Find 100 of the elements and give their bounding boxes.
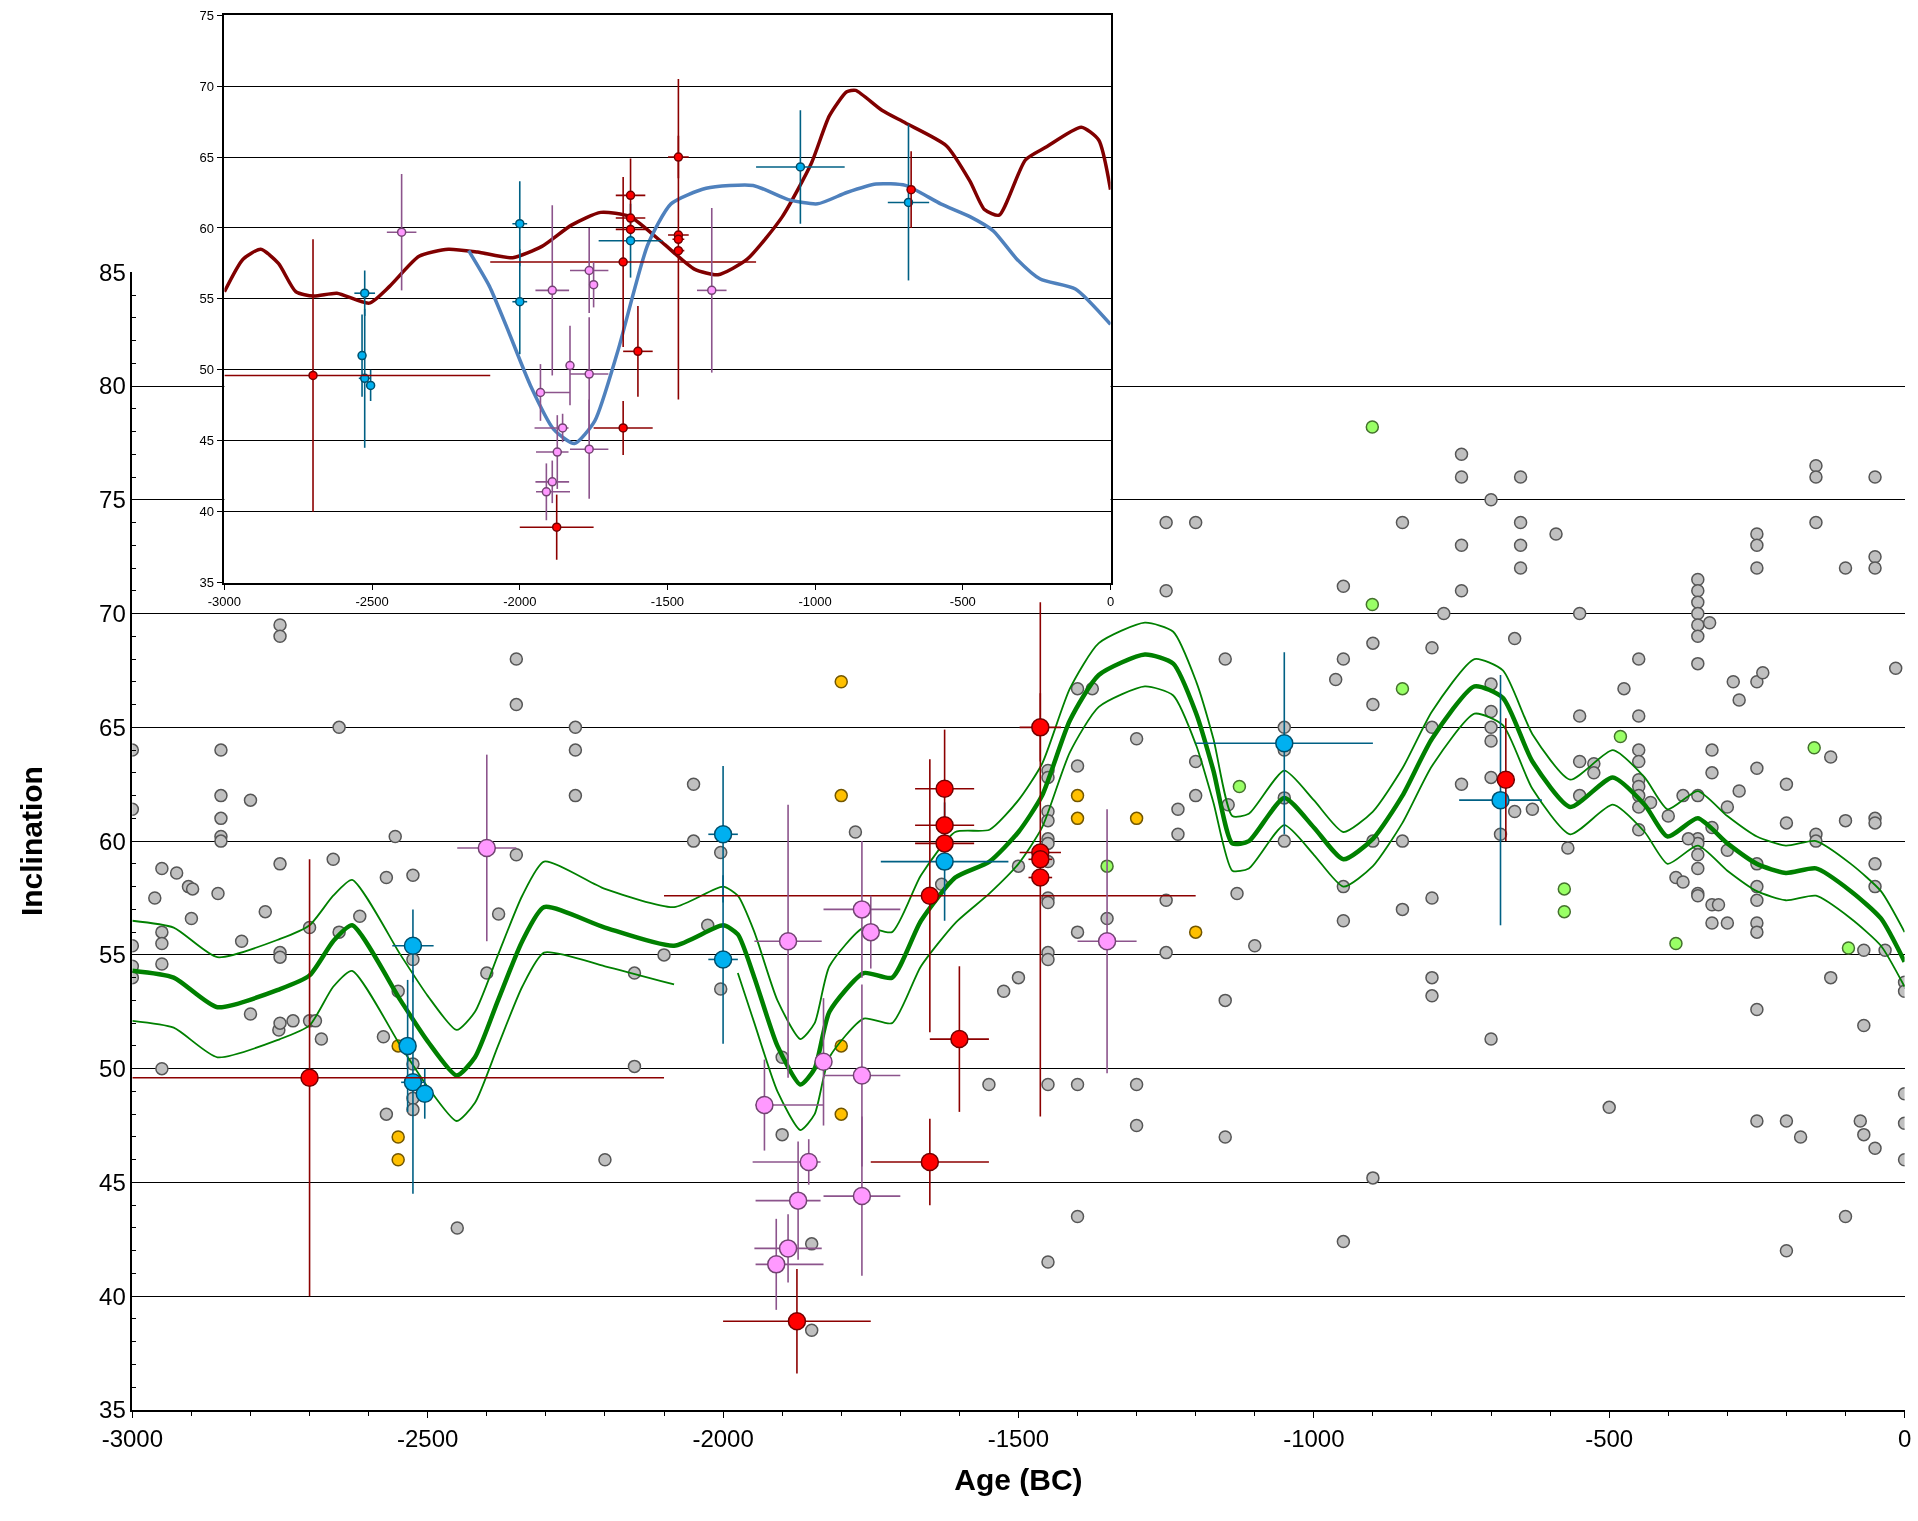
point bbox=[906, 184, 916, 195]
x-tick-label: 0 bbox=[1106, 593, 1115, 609]
point bbox=[1275, 734, 1294, 753]
point bbox=[584, 444, 594, 454]
point bbox=[1031, 718, 1050, 737]
point bbox=[1188, 925, 1203, 939]
point bbox=[920, 886, 940, 905]
point bbox=[300, 1068, 319, 1087]
point bbox=[1841, 941, 1856, 955]
point bbox=[391, 1130, 405, 1144]
y-tick-label: 50 bbox=[99, 1055, 126, 1083]
point bbox=[415, 1084, 435, 1103]
point bbox=[1557, 904, 1572, 919]
point bbox=[1129, 811, 1144, 826]
line-series bbox=[132, 652, 1905, 1087]
x-tick-label: -3000 bbox=[101, 1424, 164, 1452]
point bbox=[713, 825, 733, 844]
y-tick-label: 55 bbox=[199, 291, 215, 307]
point bbox=[1031, 850, 1050, 869]
point bbox=[515, 296, 525, 307]
point bbox=[950, 1029, 969, 1049]
point bbox=[557, 423, 568, 433]
point bbox=[1070, 811, 1085, 826]
line-series bbox=[132, 621, 1905, 1040]
point bbox=[787, 1311, 807, 1331]
point bbox=[1365, 420, 1380, 434]
x-tick-label: -3000 bbox=[207, 593, 242, 609]
point bbox=[1232, 779, 1247, 794]
point bbox=[308, 370, 318, 381]
x-tick-label: -2000 bbox=[692, 1424, 754, 1452]
y-tick-label: 60 bbox=[199, 220, 215, 236]
x-tick-label: -1000 bbox=[798, 593, 832, 609]
point bbox=[584, 369, 594, 379]
point bbox=[618, 423, 628, 433]
x-tick-label: 0 bbox=[1897, 1424, 1912, 1452]
point bbox=[707, 285, 717, 296]
x-axis-title: Age (BC) bbox=[954, 1462, 1083, 1496]
point bbox=[673, 234, 684, 245]
point bbox=[834, 1107, 848, 1121]
point bbox=[852, 900, 872, 919]
x-tick-label: -1000 bbox=[1283, 1424, 1345, 1452]
point bbox=[359, 288, 370, 298]
y-tick-label: 55 bbox=[99, 941, 126, 969]
line-series bbox=[466, 182, 1111, 446]
y-tick-label: 85 bbox=[99, 258, 126, 286]
point bbox=[547, 285, 558, 296]
point bbox=[1097, 931, 1117, 951]
point bbox=[588, 279, 599, 290]
x-tick-label: -2500 bbox=[397, 1424, 459, 1452]
y-tick-label: 35 bbox=[199, 575, 215, 591]
point bbox=[625, 190, 636, 201]
point bbox=[584, 265, 594, 276]
point bbox=[1070, 788, 1085, 803]
y-tick-label: 80 bbox=[99, 372, 126, 400]
point bbox=[935, 834, 954, 853]
y-tick-label: 50 bbox=[199, 362, 215, 378]
point bbox=[1365, 597, 1380, 612]
y-tick-label: 70 bbox=[199, 78, 215, 94]
point bbox=[861, 922, 881, 942]
point bbox=[673, 245, 684, 256]
point bbox=[778, 931, 798, 951]
point bbox=[1669, 936, 1683, 951]
point bbox=[1613, 729, 1628, 744]
y-tick-label: 45 bbox=[99, 1168, 126, 1196]
x-tick-label: -1500 bbox=[650, 593, 685, 609]
point bbox=[814, 1052, 833, 1072]
y-tick-label: 75 bbox=[99, 486, 126, 514]
point bbox=[541, 487, 552, 497]
point bbox=[618, 257, 628, 267]
point bbox=[551, 522, 562, 532]
y-tick-label: 40 bbox=[99, 1282, 126, 1310]
y-tick-label: 75 bbox=[199, 7, 215, 23]
point bbox=[852, 1186, 872, 1206]
y-tick-label: 65 bbox=[99, 713, 126, 741]
point bbox=[767, 1255, 786, 1274]
point bbox=[477, 838, 497, 858]
point bbox=[935, 815, 954, 835]
y-tick-label: 40 bbox=[199, 504, 215, 520]
point bbox=[935, 852, 954, 871]
point bbox=[834, 675, 848, 689]
y-tick-label: 35 bbox=[99, 1396, 126, 1424]
point bbox=[552, 447, 563, 457]
x-tick-label: -500 bbox=[949, 593, 976, 609]
point bbox=[403, 936, 423, 956]
point bbox=[625, 235, 636, 246]
point bbox=[795, 162, 806, 172]
x-tick-label: -2000 bbox=[503, 593, 537, 609]
point bbox=[396, 227, 407, 237]
point bbox=[1395, 681, 1410, 696]
point bbox=[834, 788, 848, 803]
point bbox=[1496, 770, 1516, 789]
point bbox=[357, 350, 367, 361]
y-tick-label: 70 bbox=[99, 599, 126, 627]
point bbox=[633, 346, 643, 357]
point bbox=[920, 1152, 940, 1172]
point bbox=[673, 152, 684, 162]
point bbox=[547, 477, 558, 487]
x-tick-label: -500 bbox=[1585, 1424, 1634, 1452]
y-tick-label: 65 bbox=[199, 149, 215, 165]
point bbox=[535, 387, 546, 398]
